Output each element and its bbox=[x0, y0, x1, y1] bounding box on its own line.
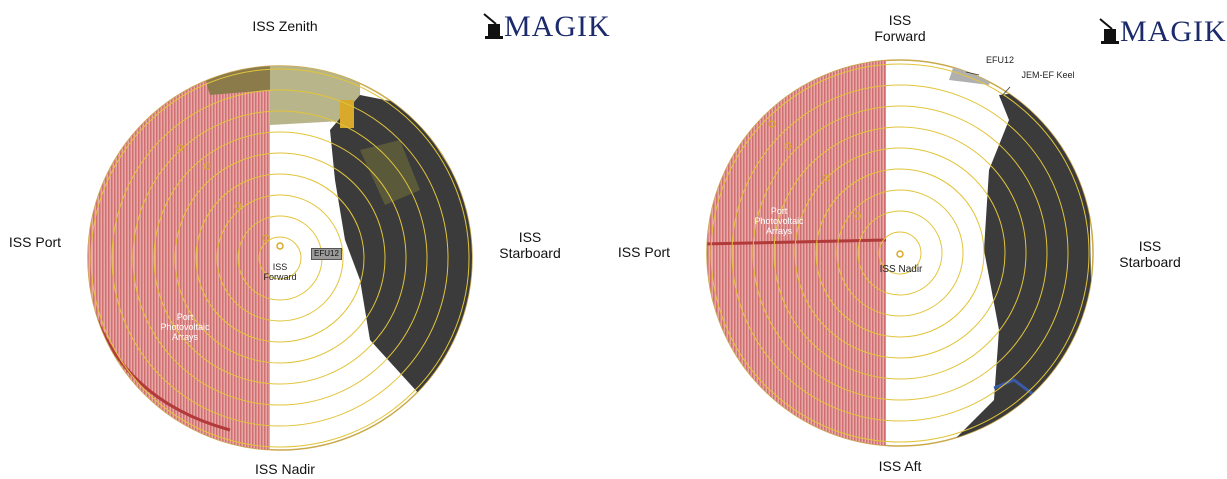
label-bottom: ISS Nadir bbox=[255, 461, 315, 477]
label-left: ISS Port bbox=[617, 244, 671, 260]
track-marker bbox=[203, 162, 211, 170]
magic-hat-icon bbox=[1098, 17, 1122, 52]
track-marker bbox=[234, 202, 242, 210]
array-edge-line bbox=[707, 238, 887, 246]
right-fisheye-panel: ISS Forward ISS Aft ISS Port ISS Starboa… bbox=[614, 0, 1227, 479]
label-keel: JEM-EF Keel bbox=[1021, 70, 1075, 80]
label-center: ISS Forward bbox=[263, 262, 297, 282]
right-fisheye-view bbox=[706, 59, 1094, 447]
boresight-marker bbox=[276, 242, 284, 250]
label-top: ISS Zenith bbox=[252, 18, 318, 34]
starboard-structure bbox=[954, 90, 1092, 440]
magik-logo: MAGIK bbox=[1120, 15, 1227, 48]
label-arrays: Port Photovoltaic Arrays bbox=[160, 312, 210, 342]
magik-logo: MAGIK bbox=[504, 10, 611, 43]
label-arrays: Port Photovoltaic Arrays bbox=[754, 206, 804, 236]
label-center: ISS Nadir bbox=[879, 264, 923, 275]
yellow-handrail bbox=[340, 100, 354, 128]
track-marker bbox=[768, 120, 776, 128]
starboard-structure bbox=[330, 95, 472, 395]
structure-panel bbox=[360, 140, 420, 205]
label-bottom: ISS Aft bbox=[878, 458, 922, 474]
label-top: ISS Forward bbox=[874, 12, 926, 44]
left-fisheye-panel: ISS Zenith ISS Nadir ISS Port ISS Starbo… bbox=[8, 10, 611, 478]
boresight-marker bbox=[896, 250, 904, 258]
left-fisheye-view bbox=[87, 65, 473, 451]
track-marker bbox=[262, 234, 270, 242]
label-right: ISS Starboard bbox=[1119, 238, 1181, 270]
magic-hat-icon bbox=[482, 12, 506, 47]
efu-tag: EFU12 bbox=[311, 248, 342, 260]
track-marker bbox=[784, 142, 792, 150]
label-left: ISS Port bbox=[8, 234, 62, 250]
track-marker bbox=[176, 144, 184, 152]
label-efu12: EFU12 bbox=[985, 55, 1014, 65]
efu12-leader bbox=[965, 71, 980, 76]
elevation-rings bbox=[710, 63, 1090, 443]
truss-top-left bbox=[200, 66, 270, 95]
label-right: ISS Starboard bbox=[499, 229, 561, 261]
elevation-rings bbox=[90, 68, 470, 448]
keel-leader bbox=[999, 86, 1011, 99]
track-marker bbox=[854, 212, 862, 220]
track-marker bbox=[822, 174, 830, 182]
blue-handrail bbox=[993, 378, 1035, 397]
